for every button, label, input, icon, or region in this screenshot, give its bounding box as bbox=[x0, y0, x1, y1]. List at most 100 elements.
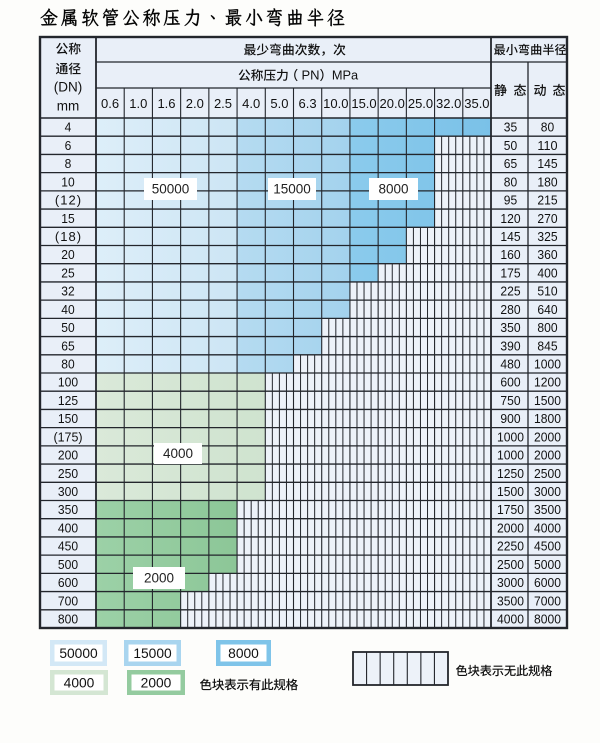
svg-text:10: 10 bbox=[61, 174, 74, 189]
svg-text:6000: 6000 bbox=[534, 575, 561, 590]
svg-text:65: 65 bbox=[504, 156, 517, 171]
svg-text:215: 215 bbox=[537, 193, 557, 208]
svg-text:100: 100 bbox=[58, 375, 78, 390]
svg-text:400: 400 bbox=[537, 265, 557, 280]
svg-text:4000: 4000 bbox=[534, 520, 561, 535]
svg-text:5.0: 5.0 bbox=[270, 96, 288, 111]
svg-text:6: 6 bbox=[65, 138, 72, 153]
svg-text:1.0: 1.0 bbox=[129, 96, 147, 111]
svg-text:(12): (12) bbox=[55, 193, 81, 208]
svg-text:1500: 1500 bbox=[534, 393, 561, 408]
svg-text:PN: PN bbox=[301, 68, 319, 83]
svg-text:270: 270 bbox=[537, 211, 557, 226]
svg-text:145: 145 bbox=[537, 156, 557, 171]
svg-text:600: 600 bbox=[58, 575, 78, 590]
svg-text:500: 500 bbox=[58, 557, 78, 572]
svg-text:5000: 5000 bbox=[534, 557, 561, 572]
svg-text:400: 400 bbox=[58, 520, 78, 535]
svg-text:3500: 3500 bbox=[497, 593, 524, 608]
svg-text:110: 110 bbox=[537, 138, 557, 153]
svg-text:4.0: 4.0 bbox=[242, 96, 260, 111]
svg-text:1200: 1200 bbox=[534, 375, 561, 390]
svg-text:600: 600 bbox=[500, 375, 520, 390]
svg-text:145: 145 bbox=[500, 229, 520, 244]
svg-text:80: 80 bbox=[504, 174, 517, 189]
svg-text:845: 845 bbox=[537, 338, 557, 353]
svg-text:325: 325 bbox=[537, 229, 557, 244]
svg-text:0.6: 0.6 bbox=[101, 96, 119, 111]
svg-text:8000: 8000 bbox=[228, 646, 259, 661]
svg-text:125: 125 bbox=[58, 393, 78, 408]
svg-text:3000: 3000 bbox=[497, 575, 524, 590]
svg-text:2500: 2500 bbox=[497, 557, 524, 572]
svg-text:510: 510 bbox=[537, 284, 557, 299]
svg-text:700: 700 bbox=[58, 593, 78, 608]
svg-text:35.0: 35.0 bbox=[464, 96, 489, 111]
svg-text:2000: 2000 bbox=[534, 429, 561, 444]
svg-text:8: 8 bbox=[65, 156, 72, 171]
svg-text:mm: mm bbox=[57, 99, 80, 114]
svg-text:350: 350 bbox=[58, 502, 78, 517]
svg-text:15000: 15000 bbox=[273, 182, 311, 197]
svg-text:1250: 1250 bbox=[497, 466, 524, 481]
svg-text:4000: 4000 bbox=[64, 675, 95, 690]
svg-text:300: 300 bbox=[58, 484, 78, 499]
svg-text:50000: 50000 bbox=[152, 182, 190, 197]
svg-text:250: 250 bbox=[58, 466, 78, 481]
svg-text:95: 95 bbox=[504, 193, 517, 208]
svg-text:750: 750 bbox=[500, 393, 520, 408]
svg-text:4000: 4000 bbox=[163, 446, 193, 461]
svg-text:800: 800 bbox=[537, 320, 557, 335]
svg-text:10.0: 10.0 bbox=[323, 96, 348, 111]
svg-text:360: 360 bbox=[537, 247, 557, 262]
svg-text:32.0: 32.0 bbox=[436, 96, 461, 111]
svg-text:1000: 1000 bbox=[497, 429, 524, 444]
svg-text:(DN): (DN) bbox=[54, 80, 83, 95]
svg-text:280: 280 bbox=[500, 302, 520, 317]
svg-text:2000: 2000 bbox=[144, 571, 174, 586]
svg-text:800: 800 bbox=[58, 612, 78, 627]
svg-text:900: 900 bbox=[500, 411, 520, 426]
svg-text:2.0: 2.0 bbox=[186, 96, 204, 111]
svg-text:1500: 1500 bbox=[497, 484, 524, 499]
svg-text:120: 120 bbox=[500, 211, 520, 226]
svg-text:640: 640 bbox=[537, 302, 557, 317]
svg-text:2000: 2000 bbox=[141, 675, 172, 690]
svg-text:2500: 2500 bbox=[534, 466, 561, 481]
svg-text:175: 175 bbox=[500, 265, 520, 280]
svg-text:225: 225 bbox=[500, 284, 520, 299]
svg-text:1.6: 1.6 bbox=[157, 96, 175, 111]
svg-text:480: 480 bbox=[500, 357, 520, 372]
svg-text:15.0: 15.0 bbox=[351, 96, 376, 111]
svg-text:2.5: 2.5 bbox=[214, 96, 232, 111]
svg-text:350: 350 bbox=[500, 320, 520, 335]
svg-text:25: 25 bbox=[61, 265, 74, 280]
svg-text:2250: 2250 bbox=[497, 539, 524, 554]
svg-text:(175): (175) bbox=[53, 429, 82, 444]
svg-text:MPa: MPa bbox=[332, 68, 359, 83]
svg-text:3500: 3500 bbox=[534, 502, 561, 517]
svg-text:65: 65 bbox=[61, 338, 74, 353]
svg-text:20.0: 20.0 bbox=[380, 96, 405, 111]
svg-text:8000: 8000 bbox=[534, 612, 561, 627]
svg-text:50: 50 bbox=[61, 320, 74, 335]
svg-text:15: 15 bbox=[61, 211, 74, 226]
svg-text:6.3: 6.3 bbox=[299, 96, 317, 111]
svg-text:1750: 1750 bbox=[497, 502, 524, 517]
svg-text:1000: 1000 bbox=[534, 357, 561, 372]
svg-text:20: 20 bbox=[61, 247, 74, 262]
svg-text:160: 160 bbox=[500, 247, 520, 262]
svg-text:32: 32 bbox=[61, 284, 74, 299]
svg-text:15000: 15000 bbox=[133, 646, 172, 661]
svg-text:180: 180 bbox=[537, 174, 557, 189]
svg-text:150: 150 bbox=[58, 411, 78, 426]
svg-text:2000: 2000 bbox=[497, 520, 524, 535]
svg-text:1000: 1000 bbox=[497, 448, 524, 463]
svg-text:35: 35 bbox=[504, 120, 517, 135]
svg-text:2000: 2000 bbox=[534, 448, 561, 463]
svg-text:4500: 4500 bbox=[534, 539, 561, 554]
svg-text:390: 390 bbox=[500, 338, 520, 353]
svg-text:200: 200 bbox=[58, 448, 78, 463]
svg-text:8000: 8000 bbox=[378, 182, 408, 197]
svg-text:3000: 3000 bbox=[534, 484, 561, 499]
